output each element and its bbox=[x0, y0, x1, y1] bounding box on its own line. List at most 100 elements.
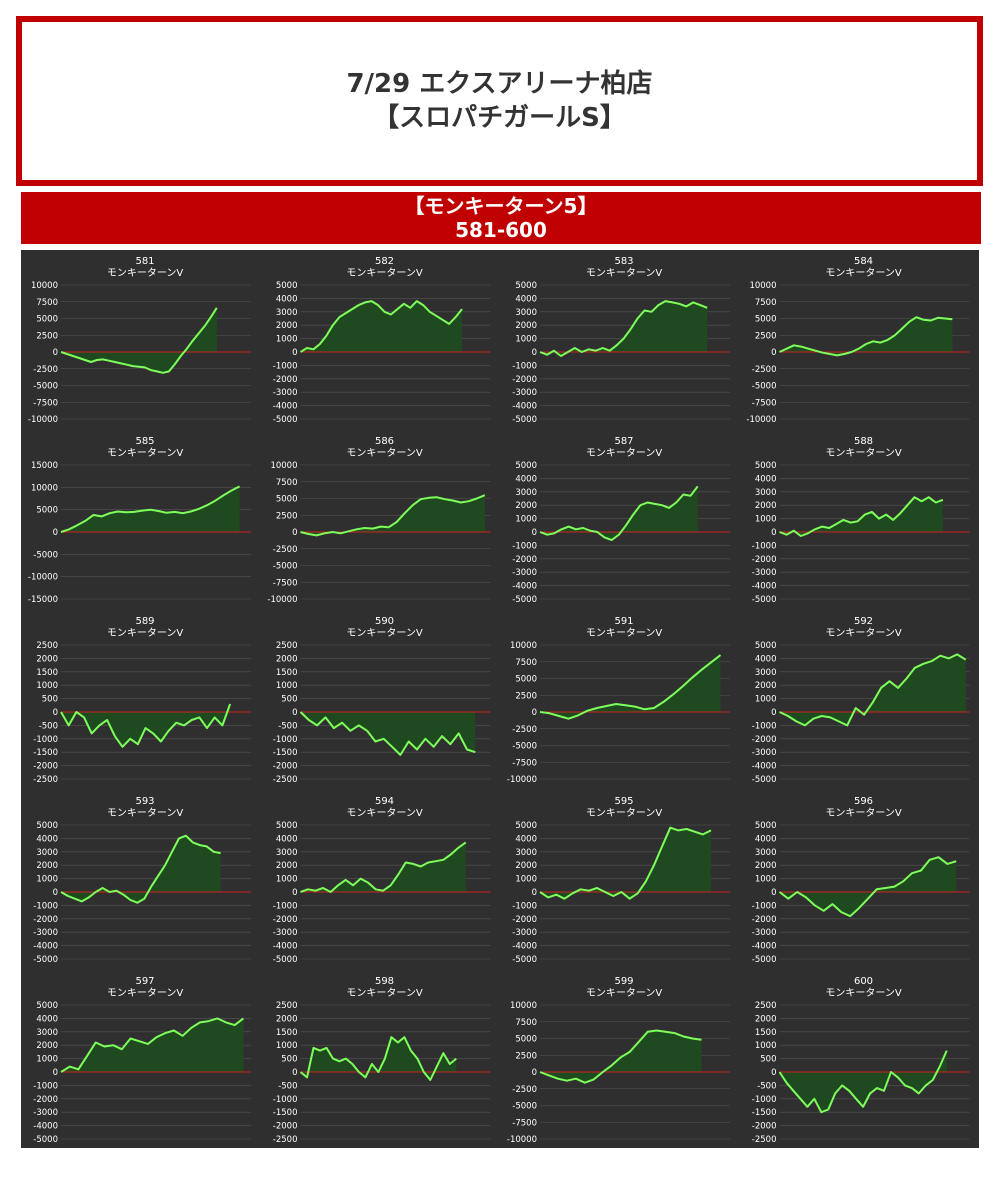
chart-subtitle: モンキーターンV bbox=[346, 807, 422, 819]
y-tick-label: -2500 bbox=[273, 775, 298, 785]
y-tick-label: 3000 bbox=[276, 308, 298, 318]
y-tick-label: 0 bbox=[53, 1068, 58, 1078]
series-area bbox=[540, 827, 711, 899]
chart-title: 583 bbox=[614, 256, 633, 267]
header-title-line1: 7/29 エクスアリーナ柏店 bbox=[346, 69, 653, 99]
chart-title: 595 bbox=[614, 796, 633, 807]
chart-subtitle: モンキーターンV bbox=[586, 807, 662, 819]
y-tick-label: -3000 bbox=[512, 928, 537, 938]
y-tick-label: 2000 bbox=[276, 654, 298, 664]
y-tick-label: -1000 bbox=[33, 1081, 58, 1091]
y-tick-label: 4000 bbox=[36, 1014, 58, 1024]
chart-title: 598 bbox=[375, 976, 394, 987]
y-tick-label: -5000 bbox=[752, 955, 777, 965]
y-tick-label: 5000 bbox=[515, 821, 537, 831]
series-area bbox=[300, 301, 462, 352]
y-tick-label: 4000 bbox=[276, 834, 298, 844]
y-tick-label: 1000 bbox=[36, 1055, 58, 1065]
y-tick-label: 0 bbox=[53, 528, 58, 538]
chart-title: 582 bbox=[375, 256, 394, 267]
series-area bbox=[779, 317, 953, 356]
y-tick-label: 3000 bbox=[276, 848, 298, 858]
y-tick-label: -1000 bbox=[33, 735, 58, 745]
chart-subtitle: モンキーターンV bbox=[107, 447, 183, 459]
y-tick-label: 0 bbox=[532, 1068, 537, 1078]
y-tick-label: -2500 bbox=[752, 1135, 777, 1145]
chart-subtitle: モンキーターンV bbox=[586, 447, 662, 459]
chart-title: 594 bbox=[375, 796, 394, 807]
y-tick-label: 0 bbox=[771, 348, 776, 358]
y-tick-label: -7500 bbox=[512, 1118, 537, 1128]
chart-subtitle: モンキーターンV bbox=[825, 447, 901, 459]
y-tick-label: 1000 bbox=[515, 875, 537, 885]
y-tick-label: -4000 bbox=[512, 942, 537, 952]
y-tick-label: -1000 bbox=[33, 901, 58, 911]
chart-subtitle: モンキーターンV bbox=[825, 987, 901, 999]
y-tick-label: -5000 bbox=[33, 382, 58, 392]
y-tick-label: -1000 bbox=[512, 361, 537, 371]
series-area bbox=[779, 497, 943, 536]
chart-subtitle: モンキーターンV bbox=[586, 627, 662, 639]
y-tick-label: -4000 bbox=[752, 762, 777, 772]
y-tick-label: -7500 bbox=[752, 398, 777, 408]
y-tick-label: 7500 bbox=[755, 298, 777, 308]
y-tick-label: 2500 bbox=[755, 331, 777, 341]
y-tick-label: -2000 bbox=[512, 915, 537, 925]
y-tick-label: 0 bbox=[53, 708, 58, 718]
y-tick-label: 2500 bbox=[515, 691, 537, 701]
y-tick-label: 4000 bbox=[515, 294, 537, 304]
y-tick-label: 7500 bbox=[515, 1018, 537, 1028]
y-tick-label: 3000 bbox=[36, 1028, 58, 1038]
y-tick-label: -10000 bbox=[746, 415, 776, 425]
y-tick-label: 3000 bbox=[755, 668, 777, 678]
y-tick-label: -2500 bbox=[273, 1135, 298, 1145]
y-tick-label: 15000 bbox=[31, 461, 58, 471]
y-tick-label: 0 bbox=[532, 708, 537, 718]
y-tick-label: 0 bbox=[532, 348, 537, 358]
y-tick-label: -500 bbox=[757, 1081, 776, 1091]
y-tick-label: 1500 bbox=[276, 668, 298, 678]
y-tick-label: -3000 bbox=[273, 928, 298, 938]
series-line bbox=[779, 496, 944, 537]
series-line bbox=[539, 1029, 702, 1084]
chart-title: 590 bbox=[375, 616, 394, 627]
y-tick-label: 1000 bbox=[276, 335, 298, 345]
y-tick-label: -3000 bbox=[752, 568, 777, 578]
y-tick-label: -2000 bbox=[752, 735, 777, 745]
y-tick-label: 0 bbox=[292, 708, 297, 718]
y-tick-label: -1000 bbox=[273, 901, 298, 911]
y-tick-label: -4000 bbox=[33, 942, 58, 952]
y-tick-label: 5000 bbox=[515, 1035, 537, 1045]
y-tick-label: 7500 bbox=[515, 658, 537, 668]
y-tick-label: 10000 bbox=[749, 281, 776, 291]
y-tick-label: -10000 bbox=[28, 415, 58, 425]
chart-title: 597 bbox=[135, 976, 154, 987]
y-tick-label: 5000 bbox=[515, 461, 537, 471]
y-tick-label: 3000 bbox=[515, 308, 537, 318]
chart-title: 600 bbox=[854, 976, 873, 987]
series-line bbox=[60, 834, 221, 904]
chart-title: 586 bbox=[375, 436, 394, 447]
chart-subtitle: モンキーターンV bbox=[346, 987, 422, 999]
y-tick-label: 4000 bbox=[515, 834, 537, 844]
y-tick-label: 5000 bbox=[276, 281, 298, 291]
y-tick-label: 1000 bbox=[755, 1041, 777, 1051]
y-tick-label: 1000 bbox=[515, 335, 537, 345]
y-tick-label: -2000 bbox=[752, 915, 777, 925]
y-tick-label: 2500 bbox=[755, 1001, 777, 1011]
chart-subtitle: モンキーターンV bbox=[346, 627, 422, 639]
y-tick-label: 2500 bbox=[36, 331, 58, 341]
y-tick-label: -4000 bbox=[752, 942, 777, 952]
y-tick-label: 1000 bbox=[36, 681, 58, 691]
y-tick-label: 2000 bbox=[755, 501, 777, 511]
y-tick-label: 500 bbox=[281, 695, 297, 705]
series-line bbox=[778, 1050, 948, 1114]
y-tick-label: 2000 bbox=[515, 861, 537, 871]
